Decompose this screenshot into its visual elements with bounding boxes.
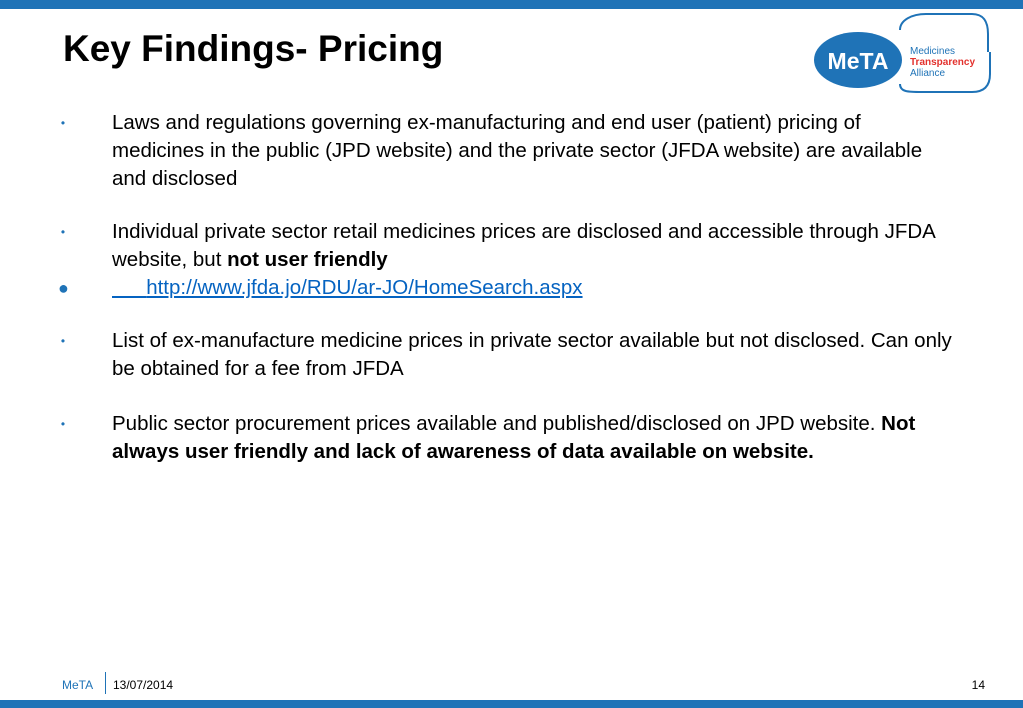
link-indent <box>112 276 146 299</box>
logo-line-medicines: Medicines <box>910 46 955 57</box>
bullet-dot-icon: ● <box>58 278 69 298</box>
bottom-accent-bar <box>0 700 1023 708</box>
link-url: http://www.jfda.jo/RDU/ar-JO/HomeSearch.… <box>146 276 583 299</box>
meta-logo-graphic: MeTA Medicines Transparency Alliance <box>814 13 991 93</box>
bullet-text-regular: Public sector procurement prices availab… <box>112 412 882 435</box>
bullet-item: • Laws and regulations governing ex-manu… <box>58 109 958 193</box>
bullet-text-bold: not user friendly <box>227 248 388 271</box>
bullet-text: Laws and regulations governing ex-manufa… <box>112 111 923 190</box>
bullet-text: Public sector procurement prices availab… <box>112 412 915 463</box>
bullet-item-link: ● http://www.jfda.jo/RDU/ar-JO/HomeSearc… <box>58 274 958 302</box>
bullet-dot-icon: • <box>60 116 66 130</box>
footer-divider <box>105 672 106 694</box>
bullet-text-regular: Individual private sector retail medicin… <box>112 220 935 271</box>
bullet-text: Individual private sector retail medicin… <box>112 220 935 271</box>
top-accent-bar <box>0 0 1023 9</box>
bullet-text-bold: Not always user friendly and lack of awa… <box>112 412 916 463</box>
bullet-item: • Public sector procurement prices avail… <box>58 410 958 466</box>
bullet-dot-icon: • <box>60 334 66 348</box>
bullet-text: List of ex-manufacture medicine prices i… <box>112 329 952 380</box>
bullet-list: • Laws and regulations governing ex-manu… <box>58 109 958 466</box>
logo-wordmark: MeTA <box>828 48 889 74</box>
bullet-item: • List of ex-manufacture medicine prices… <box>58 327 958 383</box>
bullet-dot-icon: • <box>60 225 66 239</box>
slide-title: Key Findings- Pricing <box>63 28 444 69</box>
bullet-dot-icon: • <box>60 417 66 431</box>
jfda-search-link[interactable]: http://www.jfda.jo/RDU/ar-JO/HomeSearch.… <box>112 276 583 299</box>
logo-line-alliance: Alliance <box>910 68 945 79</box>
logo-line-transparency: Transparency <box>910 57 975 68</box>
footer-brand: MeTA <box>62 678 94 692</box>
meta-logo: MeTA Medicines Transparency Alliance <box>812 12 992 94</box>
page-number: 14 <box>971 678 985 692</box>
bullet-item: • Individual private sector retail medic… <box>58 218 958 274</box>
footer-date: 13/07/2014 <box>113 678 174 692</box>
